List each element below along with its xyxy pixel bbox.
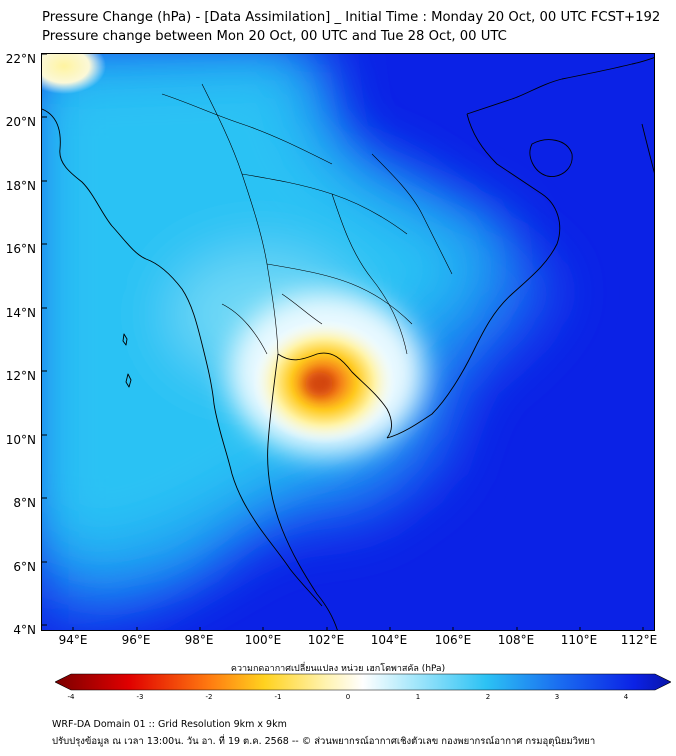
lon-label: 106°E xyxy=(434,633,472,647)
lat-label: 20°N xyxy=(5,115,36,129)
colorbar-tick: 0 xyxy=(345,693,351,701)
footer-domain-info: WRF-DA Domain 01 :: Grid Resolution 9km … xyxy=(52,719,287,730)
lat-label: 8°N xyxy=(13,496,36,510)
lon-label: 102°E xyxy=(307,633,345,647)
colorbar xyxy=(55,673,671,691)
lon-label: 108°E xyxy=(497,633,535,647)
colorbar-tick: 3 xyxy=(554,693,560,701)
colorbar-tick: -3 xyxy=(136,693,144,701)
coastlines xyxy=(42,57,654,630)
map-title: Pressure Change (hPa) - [Data Assimilati… xyxy=(42,10,661,25)
lat-label: 14°N xyxy=(5,306,36,320)
lat-label: 6°N xyxy=(13,560,36,574)
colorbar-tick: 2 xyxy=(485,693,491,701)
map-canvas xyxy=(42,54,654,630)
lon-label: 94°E xyxy=(58,633,88,647)
lat-label: 4°N xyxy=(13,623,36,637)
lat-label: 22°N xyxy=(5,52,36,66)
footer-credit: ปรับปรุงข้อมูล ณ เวลา 13:00น. วัน อา. ที… xyxy=(52,736,596,747)
lat-label: 10°N xyxy=(5,433,36,447)
colorbar-tick: 1 xyxy=(415,693,421,701)
colorbar-tick: -2 xyxy=(205,693,213,701)
colorbar-tick: -1 xyxy=(274,693,282,701)
pressure-change-map xyxy=(41,53,655,631)
colorbar-label: ความกดอากาศเปลี่ยนแปลง หน่วย เฮกโตพาสคัล… xyxy=(230,664,446,674)
lon-label: 98°E xyxy=(184,633,214,647)
lat-label: 18°N xyxy=(5,179,36,193)
lon-label: 110°E xyxy=(560,633,598,647)
lon-label: 96°E xyxy=(121,633,151,647)
nw-warm-area xyxy=(42,54,106,94)
lon-label: 100°E xyxy=(244,633,282,647)
lon-label: 112°E xyxy=(620,633,658,647)
map-ticks xyxy=(42,54,644,630)
colorbar-tick: -4 xyxy=(67,693,75,701)
colorbar-tick: 4 xyxy=(623,693,629,701)
map-subtitle: Pressure change between Mon 20 Oct, 00 U… xyxy=(42,29,507,44)
lon-label: 104°E xyxy=(370,633,408,647)
lat-label: 16°N xyxy=(5,242,36,256)
lat-label: 12°N xyxy=(5,369,36,383)
